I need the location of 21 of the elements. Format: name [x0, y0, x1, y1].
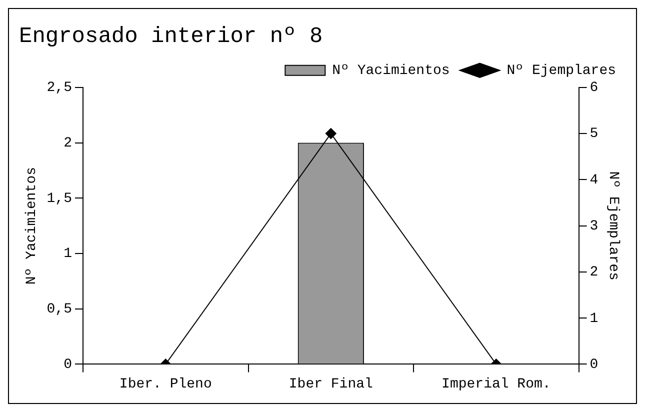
y2-tick-label: 2 [590, 264, 598, 281]
y-tick-label: 1 [64, 246, 72, 262]
y2-tick-label: 0 [590, 356, 598, 373]
x-tick-label: Iber. Pleno [119, 376, 212, 392]
x-tick-label: Imperial Rom. [442, 376, 551, 392]
y2-axis-title: Nº Ejemplares [604, 171, 621, 280]
y-axis-title: Nº Yacimientos [24, 166, 40, 285]
y2-tick-label: 5 [590, 126, 598, 142]
y-tick-label: 1,5 [46, 190, 72, 207]
legend-label: Nº Ejemplares [506, 63, 616, 80]
y2-tick-label: 6 [590, 80, 598, 96]
y2-tick-label: 1 [590, 310, 598, 327]
y-tick-label: 0,5 [46, 302, 72, 318]
y-tick-label: 2,5 [46, 80, 72, 96]
y-tick-label: 0 [64, 356, 72, 373]
y2-tick-label: 4 [590, 172, 598, 188]
x-tick-label: Iber Final [288, 376, 373, 392]
y2-tick-label: 3 [590, 218, 598, 235]
legend-label: Nº Yacimientos [332, 63, 450, 80]
y-tick-label: 2 [64, 135, 72, 152]
chart-title: Engrosado interior nº 8 [19, 24, 323, 50]
